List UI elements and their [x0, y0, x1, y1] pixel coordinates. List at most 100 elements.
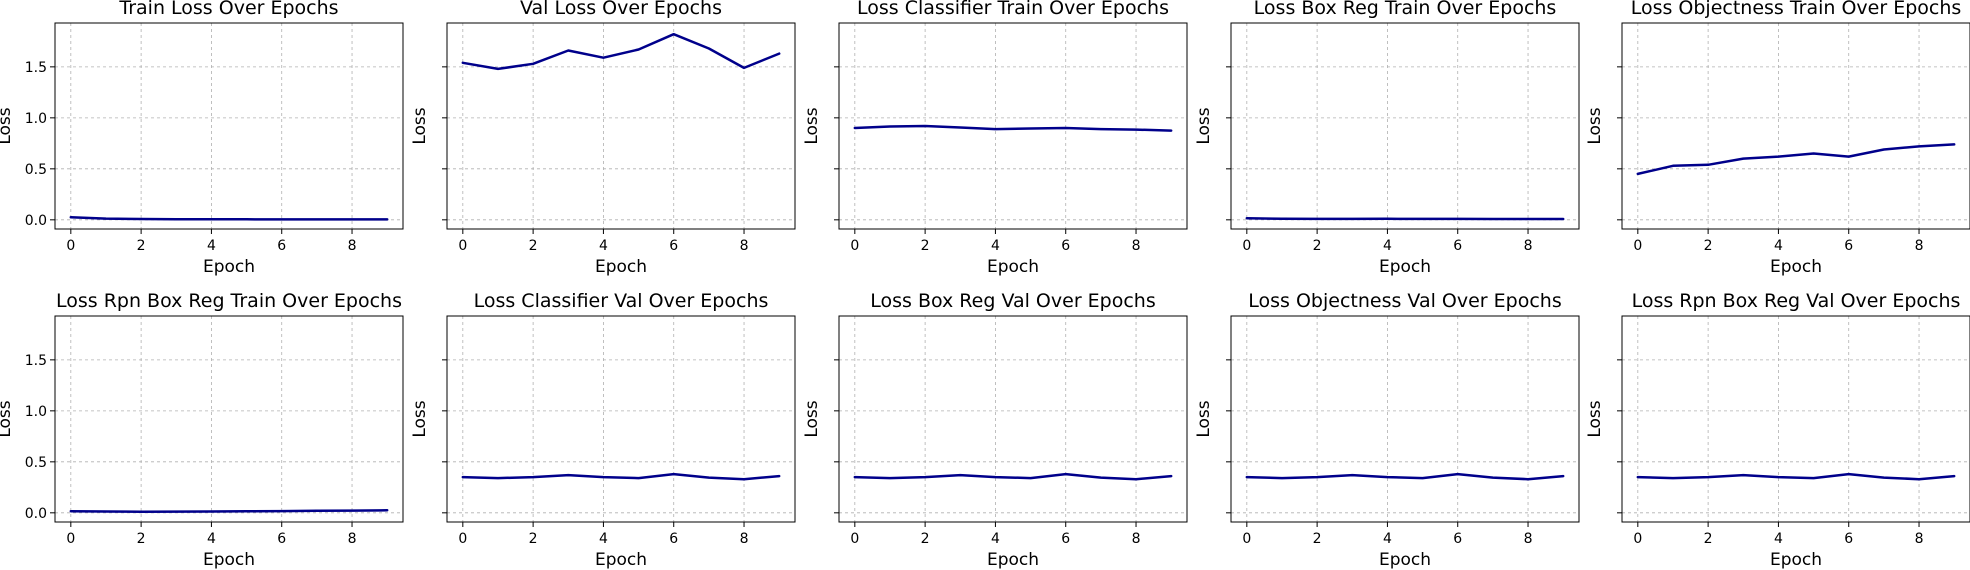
chart-title: Val Loss Over Epochs — [520, 0, 722, 19]
x-tick-label: 0 — [850, 238, 859, 254]
plot-frame — [1230, 22, 1580, 230]
y-axis-label: Loss — [1194, 107, 1214, 144]
x-tick-label: 6 — [669, 531, 678, 547]
x-tick-label: 0 — [1242, 238, 1251, 254]
chart-panel-7: 0 2 4 6 8 Loss Classifier Val Over Epochs Epoc… — [410, 290, 796, 570]
x-tick-label: 2 — [921, 238, 930, 254]
x-axis-label: Epoch — [595, 257, 647, 277]
x-tick-label: 0 — [458, 531, 467, 547]
x-axis-label: Epoch — [203, 550, 255, 570]
y-axis-label: Loss — [802, 107, 822, 144]
x-axis-label: Epoch — [1770, 257, 1822, 277]
chart-title: Loss Objectness Train Over Epochs — [1631, 0, 1962, 19]
x-tick-label: 6 — [277, 238, 286, 254]
x-tick-label: 4 — [207, 531, 216, 547]
y-axis-label: Loss — [1585, 107, 1605, 144]
chart-panel-4: 0 2 4 6 8 Loss Box Reg Train Over Epochs Epoch… — [1194, 0, 1580, 277]
x-tick-label: 8 — [1132, 238, 1141, 254]
chart-title: Train Loss Over Epochs — [118, 0, 338, 19]
x-tick-label: 0 — [66, 238, 75, 254]
chart-panel-9: 0 2 4 6 8 Loss Objectness Val Over Epochs Epoc… — [1194, 290, 1580, 570]
x-tick-label: 4 — [1774, 531, 1783, 547]
x-tick-label: 2 — [1704, 238, 1713, 254]
plot-frame — [838, 315, 1188, 523]
plot-frame — [54, 22, 404, 230]
y-axis-label: Loss — [1585, 400, 1605, 437]
x-tick-label: 6 — [1453, 531, 1462, 547]
plot-frame — [1230, 315, 1580, 523]
x-tick-label: 4 — [207, 238, 216, 254]
x-tick-label: 2 — [1313, 531, 1322, 547]
y-tick-label: 1.5 — [25, 353, 47, 369]
y-axis-label: Loss — [410, 400, 430, 437]
y-tick-label: 0.5 — [25, 455, 47, 471]
y-axis-label: Loss — [1194, 400, 1214, 437]
x-tick-label: 2 — [529, 238, 538, 254]
y-tick-label: 1.5 — [25, 60, 47, 76]
x-axis-label: Epoch — [1379, 550, 1431, 570]
plot-frame — [1621, 22, 1970, 230]
chart-panel-6: 0 2 4 6 8 0.0 0.5 1.0 1.5 Loss Rpn Box Reg Train … — [0, 290, 404, 570]
chart-panel-5: 0 2 4 6 8 Loss Objectness Train Over Epochs Ep… — [1585, 0, 1970, 277]
series-line — [69, 216, 389, 221]
x-tick-label: 6 — [1453, 238, 1462, 254]
y-tick-label: 0.0 — [25, 213, 47, 229]
y-tick-label: 1.0 — [25, 404, 47, 420]
x-tick-label: 0 — [458, 238, 467, 254]
series-line — [69, 509, 389, 513]
x-tick-label: 4 — [991, 238, 1000, 254]
x-tick-label: 8 — [348, 531, 357, 547]
y-axis-label: Loss — [0, 107, 15, 144]
x-tick-label: 4 — [1383, 238, 1392, 254]
x-tick-label: 4 — [991, 531, 1000, 547]
x-tick-label: 4 — [599, 531, 608, 547]
x-axis-label: Epoch — [1379, 257, 1431, 277]
x-tick-label: 4 — [1774, 238, 1783, 254]
series-line — [1245, 217, 1565, 221]
x-axis-label: Epoch — [595, 550, 647, 570]
y-axis-label: Loss — [802, 400, 822, 437]
chart-title: Loss Box Reg Train Over Epochs — [1254, 0, 1557, 19]
x-tick-label: 0 — [66, 531, 75, 547]
x-tick-label: 8 — [740, 531, 749, 547]
chart-panel-8: 0 2 4 6 8 Loss Box Reg Val Over Epochs Epoch Lo… — [802, 290, 1188, 570]
chart-title: Loss Objectness Val Over Epochs — [1248, 290, 1561, 312]
x-tick-label: 2 — [1313, 238, 1322, 254]
x-tick-label: 4 — [1383, 531, 1392, 547]
x-tick-label: 4 — [599, 238, 608, 254]
series-line — [1636, 143, 1956, 176]
y-axis-label: Loss — [410, 107, 430, 144]
x-tick-label: 0 — [850, 531, 859, 547]
x-tick-label: 6 — [277, 531, 286, 547]
x-tick-label: 2 — [921, 531, 930, 547]
x-tick-label: 2 — [137, 531, 146, 547]
y-tick-label: 0.0 — [25, 506, 47, 522]
x-tick-label: 8 — [348, 238, 357, 254]
series-line — [1636, 472, 1956, 481]
x-tick-label: 8 — [1524, 238, 1533, 254]
chart-title: Loss Classifier Train Over Epochs — [857, 0, 1169, 19]
chart-panel-10: 0 2 4 6 8 Loss Rpn Box Reg Val Over Epochs Epo… — [1585, 290, 1970, 570]
plot-frame — [838, 22, 1188, 230]
series-line — [853, 124, 1173, 132]
chart-title: Loss Rpn Box Reg Train Over Epochs — [56, 290, 402, 312]
chart-panel-3: 0 2 4 6 8 Loss Classifier Train Over Epochs Ep… — [802, 0, 1188, 277]
x-axis-label: Epoch — [1770, 550, 1822, 570]
x-tick-label: 8 — [1132, 531, 1141, 547]
chart-title: Loss Rpn Box Reg Val Over Epochs — [1632, 290, 1961, 312]
x-tick-label: 2 — [137, 238, 146, 254]
x-tick-label: 6 — [1061, 531, 1070, 547]
series-line — [461, 472, 781, 481]
x-axis-label: Epoch — [203, 257, 255, 277]
x-axis-label: Epoch — [987, 550, 1039, 570]
x-tick-label: 8 — [1524, 531, 1533, 547]
x-tick-label: 0 — [1633, 238, 1642, 254]
x-tick-label: 6 — [1844, 531, 1853, 547]
x-tick-label: 8 — [740, 238, 749, 254]
x-tick-label: 6 — [1061, 238, 1070, 254]
plot-frame — [1621, 315, 1970, 523]
series-line — [461, 32, 781, 71]
chart-title: Loss Box Reg Val Over Epochs — [870, 290, 1156, 312]
x-axis-label: Epoch — [987, 257, 1039, 277]
